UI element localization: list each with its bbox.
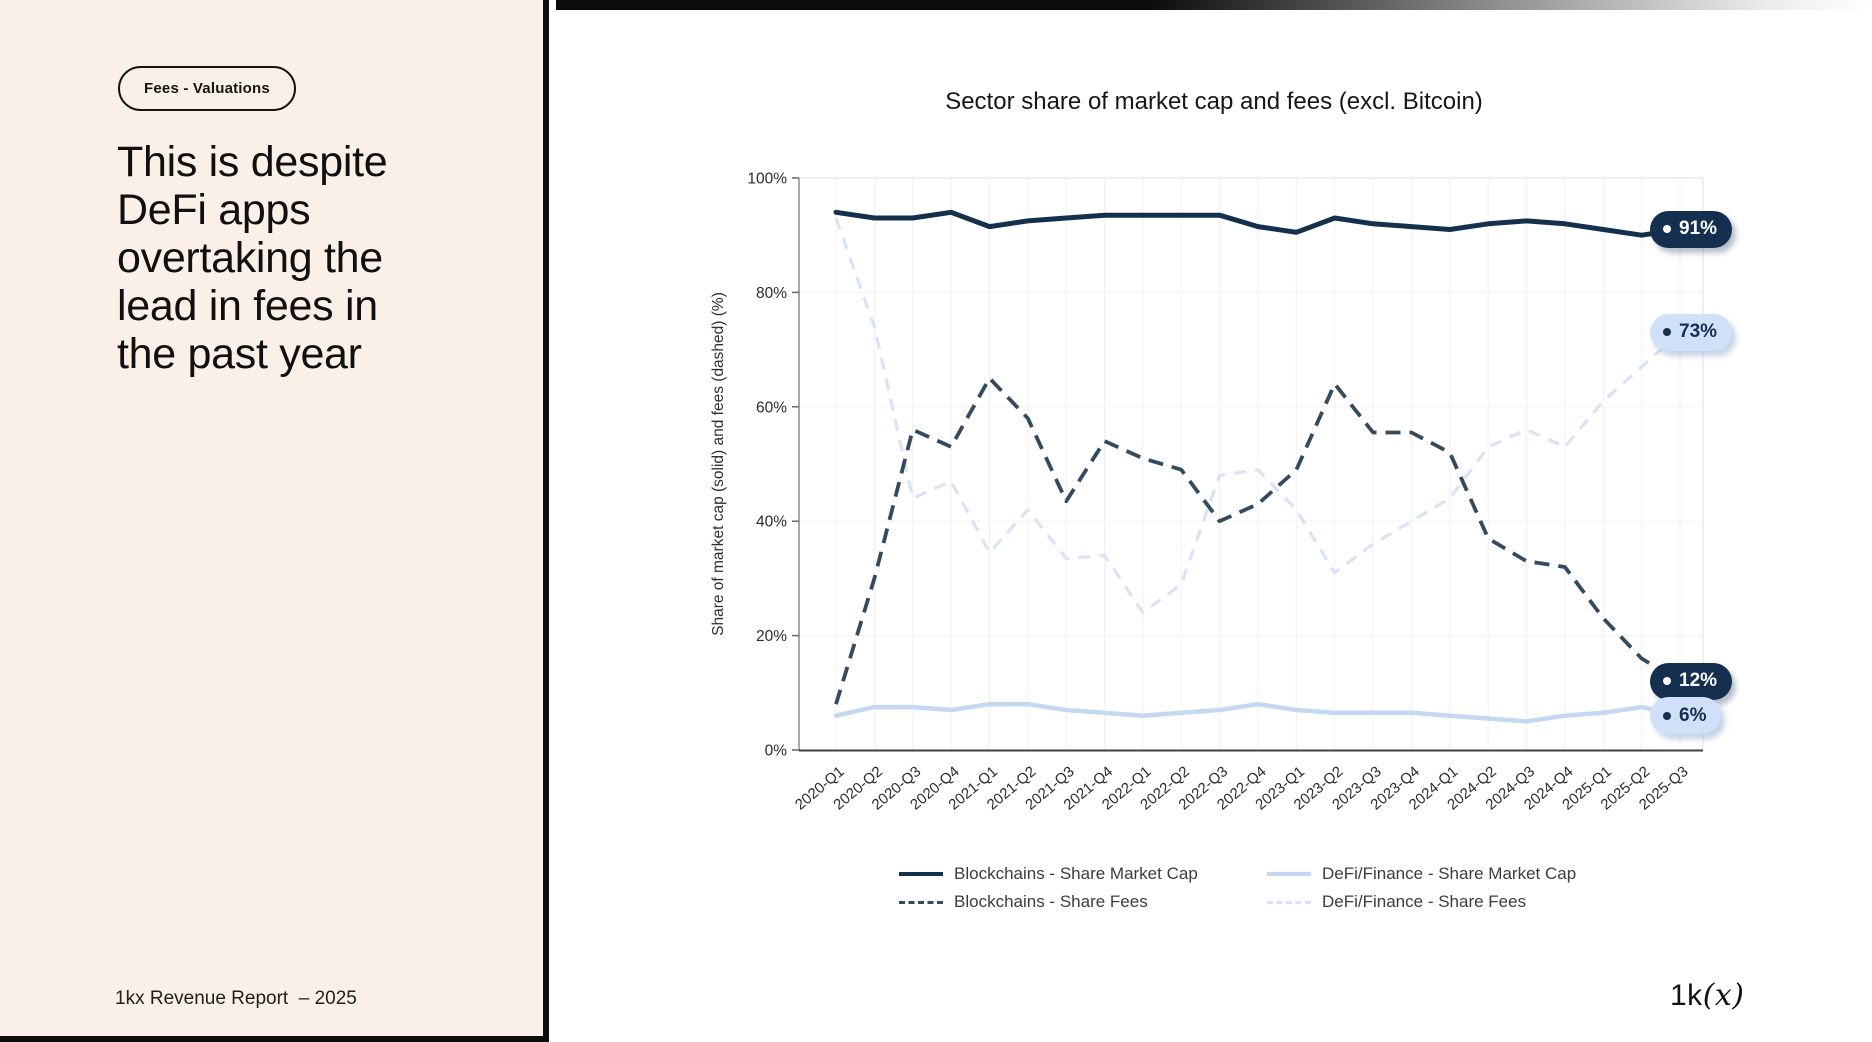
end-label-pill: 73% <box>1650 313 1733 351</box>
series-solid <box>833 209 1683 238</box>
pill-value: 91% <box>1679 218 1718 240</box>
legend-item: Blockchains - Share Market Cap <box>899 864 1267 884</box>
series-solid <box>833 701 1683 724</box>
y-tick-label: 0% <box>765 743 788 760</box>
pill-value: 12% <box>1679 670 1718 692</box>
slide-heading: This is despite DeFi apps overtaking the… <box>117 138 388 378</box>
series-dashed <box>834 376 1681 705</box>
left-panel: Fees - Valuations This is despite DeFi a… <box>0 0 549 1042</box>
legend-item: Blockchains - Share Fees <box>899 892 1267 912</box>
legend-label: Blockchains - Share Fees <box>954 892 1148 911</box>
legend-item: DeFi/Finance - Share Market Cap <box>1267 864 1576 884</box>
report-footer: 1kx Revenue Report – 2025 <box>115 988 357 1009</box>
series-dashed <box>834 217 1682 615</box>
pill-value: 6% <box>1679 704 1707 726</box>
logo-italic-x: (x) <box>1702 978 1745 1013</box>
end-label-pill: 91% <box>1650 210 1733 248</box>
pill-dot-icon <box>1663 677 1671 686</box>
legend-swatch-dashed-line-icon <box>899 900 943 904</box>
legend-swatch-solid-line-icon <box>1267 871 1311 877</box>
legend-label: Blockchains - Share Market Cap <box>954 864 1198 883</box>
section-badge: Fees - Valuations <box>118 66 296 111</box>
legend-label: DeFi/Finance - Share Market Cap <box>1322 864 1577 883</box>
legend-item: DeFi/Finance - Share Fees <box>1267 892 1576 912</box>
legend-swatch-dashed-line-icon <box>1267 900 1311 904</box>
chart-legend: Blockchains - Share Market Cap DeFi/Finan… <box>899 864 1576 912</box>
y-tick-label: 100% <box>747 171 787 188</box>
pill-dot-icon <box>1663 711 1671 720</box>
end-label-pill: 6% <box>1650 697 1722 735</box>
top-edge-decoration <box>556 0 1872 10</box>
y-tick-label: 80% <box>756 285 787 302</box>
pill-dot-icon <box>1663 328 1671 337</box>
pill-value: 73% <box>1679 321 1718 343</box>
section-badge-label: Fees - Valuations <box>144 80 270 97</box>
end-label-pill: 12% <box>1650 662 1733 700</box>
logo-prefix: 1k <box>1670 979 1703 1012</box>
y-tick-label: 40% <box>756 514 787 531</box>
pill-dot-icon <box>1663 225 1671 234</box>
chart-title: Sector share of market cap and fees (exc… <box>945 88 1483 115</box>
logo-1kx: 1k(x) <box>1670 978 1745 1013</box>
y-tick-label: 20% <box>756 628 787 645</box>
y-tick-label: 60% <box>756 399 787 416</box>
legend-swatch-solid-line-icon <box>899 871 943 877</box>
legend-label: DeFi/Finance - Share Fees <box>1322 892 1527 911</box>
